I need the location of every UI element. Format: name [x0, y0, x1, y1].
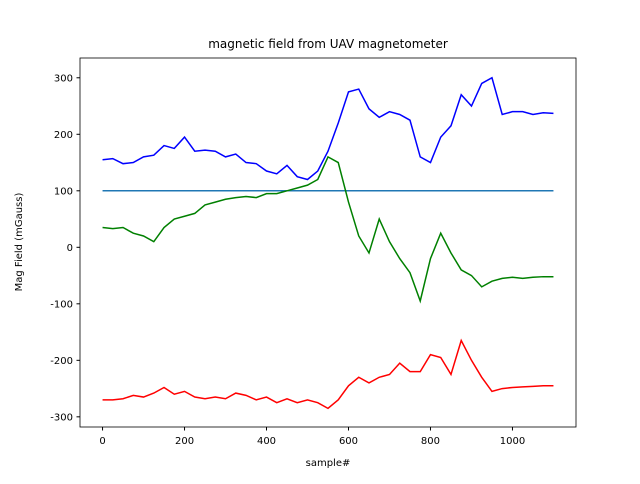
plot-frame: [79, 57, 577, 428]
chart-title: magnetic field from UAV magnetometer: [208, 37, 448, 51]
y-tick-label: 300: [54, 73, 73, 84]
line-series: [102, 155, 554, 304]
x-tick-label: 800: [421, 436, 440, 447]
x-axis-label: sample#: [306, 458, 351, 469]
y-tick-label: 0: [67, 243, 73, 254]
line-series: [102, 338, 554, 410]
x-tick-label: 200: [175, 436, 194, 447]
x-tick-label: 600: [339, 436, 358, 447]
x-tick-label: 1000: [500, 436, 525, 447]
y-axis-label: Mag Field (mGauss): [14, 193, 25, 292]
y-tick-label: -300: [50, 412, 73, 423]
x-tick-label: 400: [257, 436, 276, 447]
y-tick-label: -200: [50, 356, 73, 367]
y-tick-label: 100: [54, 186, 73, 197]
line-series: [102, 76, 554, 181]
y-tick-label: -100: [50, 299, 73, 310]
y-tick-label: 200: [54, 130, 73, 141]
x-tick-label: 0: [99, 436, 105, 447]
